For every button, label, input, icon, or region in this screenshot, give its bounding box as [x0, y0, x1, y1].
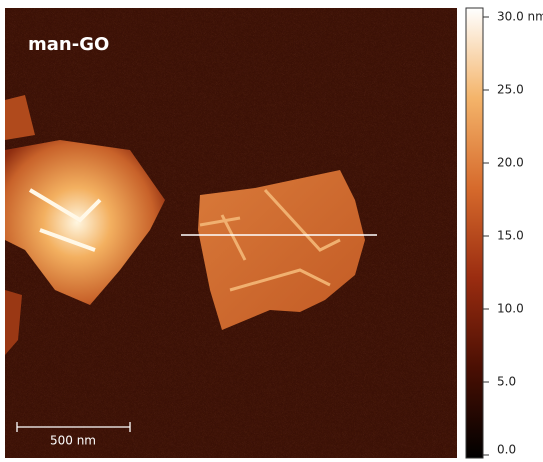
colorbar-tick-label: 30.0 nm: [497, 10, 543, 24]
colorbar-tick-label: 25.0: [497, 83, 524, 97]
scale-bar-label: 500 nm: [50, 434, 96, 448]
afm-image: man-GO 500 nm: [5, 8, 457, 458]
colorbar-tick-label: 15.0: [497, 229, 524, 243]
colorbar: [466, 8, 483, 458]
colorbar-ticks: 0.0 5.0 10.0 15.0 20.0 25.0 30.0 nm: [483, 10, 543, 457]
afm-figure: man-GO 500 nm 0.0 5.0 10.0 15.0 20.0 25.0 30.0…: [0, 0, 543, 462]
image-label: man-GO: [28, 34, 109, 55]
colorbar-tick-label: 0.0: [497, 443, 516, 457]
colorbar-tick-label: 20.0: [497, 156, 524, 170]
colorbar-tick-label: 10.0: [497, 302, 524, 316]
colorbar-tick-label: 5.0: [497, 375, 516, 389]
